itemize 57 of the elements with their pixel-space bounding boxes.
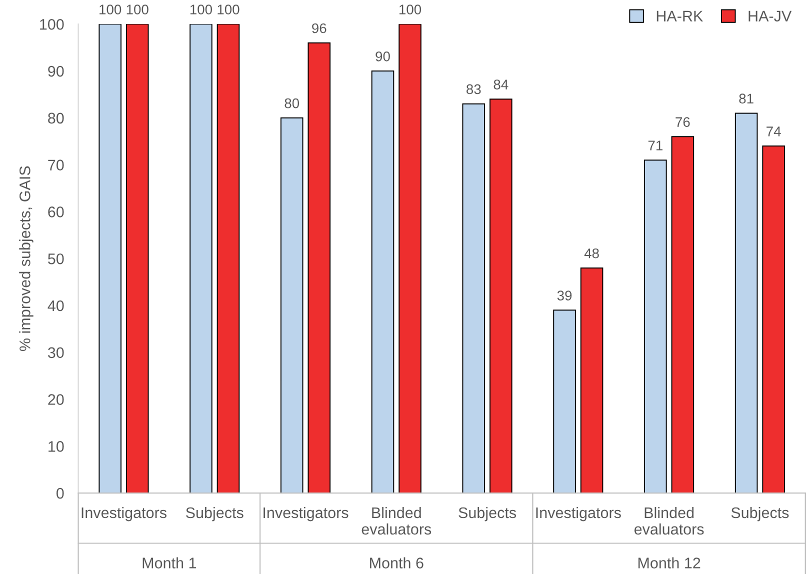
data-label: 100 [399,4,422,14]
bar [126,24,149,494]
data-label: 83 [466,84,481,94]
data-label: 84 [494,80,508,90]
y-tick-label: 40 [48,300,64,312]
x-tick-label: Subjects [458,506,516,522]
x-tick-label: Subjects [731,506,789,522]
data-label: 96 [312,23,326,34]
data-label: 74 [766,126,781,136]
text: Month 1 [142,557,196,568]
bar [734,112,758,494]
text: Month 12 [638,557,700,568]
data-label: 100 [218,4,240,14]
y-tick-label: 30 [48,347,64,358]
y-axis-title: % improved subjects, GAIS [19,166,34,352]
bar [371,70,394,494]
bar [462,103,486,494]
y-tick-label: 80 [48,112,64,124]
x-tick-label: Investigators [536,506,621,522]
data-label: 80 [284,98,300,108]
data-label: 81 [739,94,754,104]
y-tick-label: 60 [48,206,64,218]
data-label: 48 [584,248,599,258]
bar [490,98,512,494]
bar [308,42,331,494]
y-tick-label: 50 [48,253,64,264]
x-tick-label: Subjects [186,506,244,522]
bar [762,146,785,494]
y-tick-label: 0 [56,488,64,499]
x-tick-label: Investigators [82,506,166,522]
y-tick-label: 20 [48,394,64,405]
bar [398,24,422,494]
bar [216,24,240,494]
data-label: 100 [190,4,212,14]
bar [98,24,122,494]
data-label: 39 [557,290,572,300]
data-label: 90 [376,51,390,62]
y-tick-label: 70 [48,160,64,170]
y-tick-label: 10 [48,441,64,452]
bar [671,136,694,494]
bar [644,160,667,494]
bar [553,310,576,494]
y-tick-label: 100 [40,18,64,30]
legend-label: HA-JV [748,10,792,22]
y-tick-label: 90 [48,66,64,77]
text: Month 6 [370,557,424,568]
bar [190,24,212,494]
data-label: 100 [126,4,148,14]
data-label: 76 [676,117,690,127]
x-tick-label: Blinded evaluators [362,506,432,535]
data-label: 71 [648,140,662,150]
x-tick-label: Blinded evaluators [634,506,704,535]
data-label: 100 [100,4,122,14]
x-tick-label: Investigators [264,506,348,522]
bar [580,267,604,494]
legend-label: HA-RK [656,10,704,22]
bar [280,117,304,494]
